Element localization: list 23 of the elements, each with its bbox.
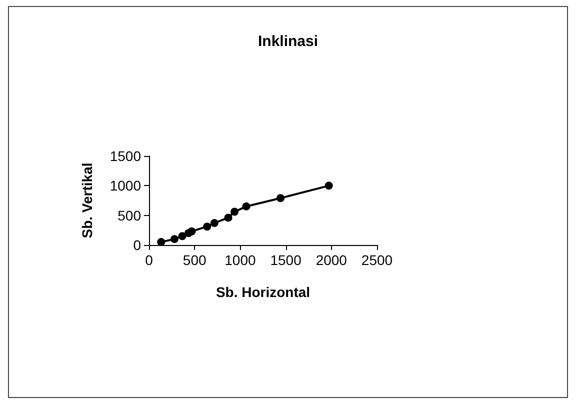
point [170, 235, 178, 244]
x-tick-label: 2000 [316, 252, 348, 268]
y-axis-title: Sb. Vertikal [79, 162, 95, 238]
point [178, 232, 186, 240]
x-tick-label: 500 [182, 252, 206, 268]
point [224, 214, 232, 222]
y-tick-label: 1500 [110, 148, 142, 164]
x-tick-label: 0 [145, 252, 154, 268]
point [276, 194, 285, 202]
y-tick-label: 500 [118, 207, 142, 224]
point [210, 219, 218, 228]
y-tick-label: 1000 [110, 178, 142, 194]
chart-title: Inklinasi [258, 33, 318, 50]
y-tick-label: 0 [133, 237, 142, 253]
x-tick-label: 2500 [361, 252, 393, 268]
x-axis-title: Sb. Horizontal [216, 284, 310, 300]
point [188, 227, 196, 236]
point [230, 208, 239, 216]
x-tick-label: 1500 [270, 252, 302, 268]
point [324, 182, 333, 190]
point [203, 222, 212, 231]
point [242, 202, 250, 210]
x-tick-label: 1000 [224, 252, 256, 268]
